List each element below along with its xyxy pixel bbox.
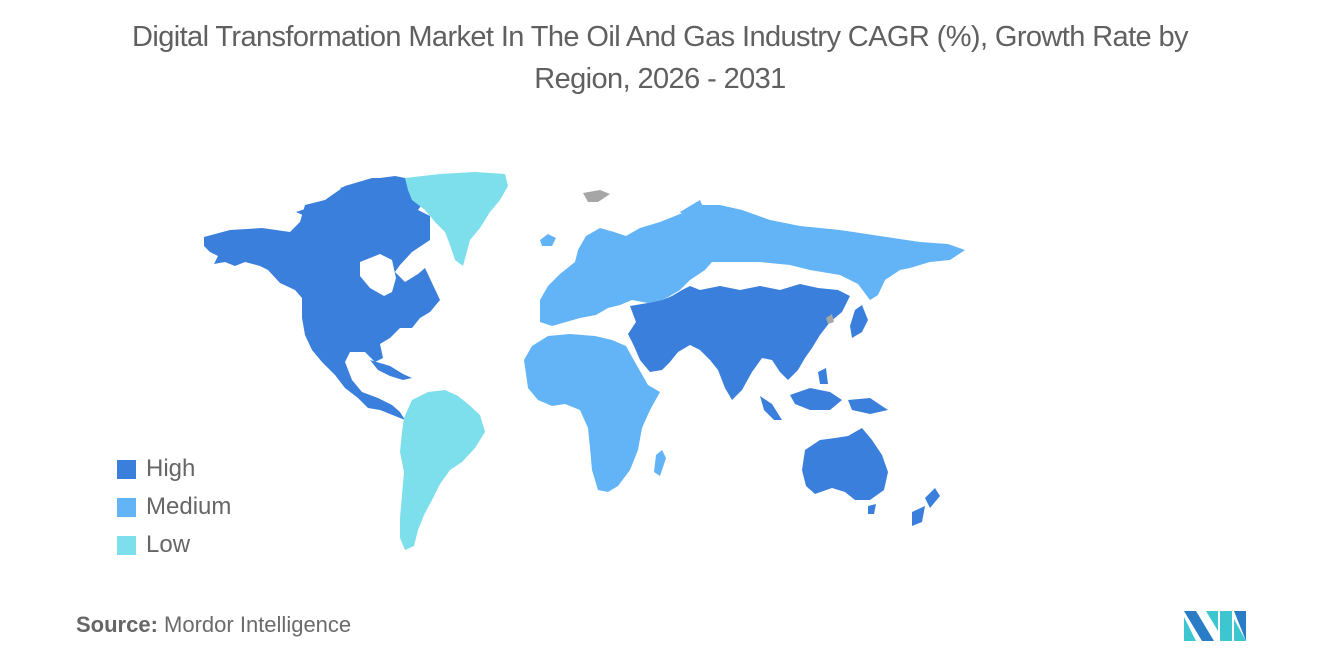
region-africa (524, 334, 660, 492)
source-value: Mordor Intelligence (164, 612, 352, 637)
legend-item-high: High (117, 450, 231, 488)
region-madagascar (654, 450, 666, 476)
legend-label-high: High (146, 455, 196, 482)
region-europe-russia (540, 200, 965, 326)
mordor-intelligence-logo-icon (1184, 611, 1246, 641)
region-north-america (204, 176, 440, 420)
chart-title-line1: Digital Transformation Market In The Oil… (132, 21, 1188, 53)
region-greenland (405, 172, 508, 266)
chart-title-line2: Region, 2026 - 2031 (534, 63, 786, 95)
legend-label-medium: Medium (146, 493, 232, 520)
legend-item-medium: Medium (117, 488, 231, 526)
source-label: Source: (76, 612, 158, 637)
region-south-america (400, 390, 485, 550)
legend-swatch-high (117, 459, 136, 479)
chart-title: Digital Transformation Market In The Oil… (40, 16, 1280, 100)
legend: High Medium Low (117, 450, 231, 564)
region-asia-middle-east (628, 284, 888, 420)
source-note: Source: Mordor Intelligence (76, 612, 351, 638)
legend-swatch-medium (117, 497, 136, 517)
legend-item-low: Low (117, 526, 231, 564)
region-oceania (802, 428, 940, 526)
legend-swatch-low (117, 535, 136, 555)
no-data-islands (583, 190, 834, 324)
legend-label-low: Low (146, 531, 191, 558)
